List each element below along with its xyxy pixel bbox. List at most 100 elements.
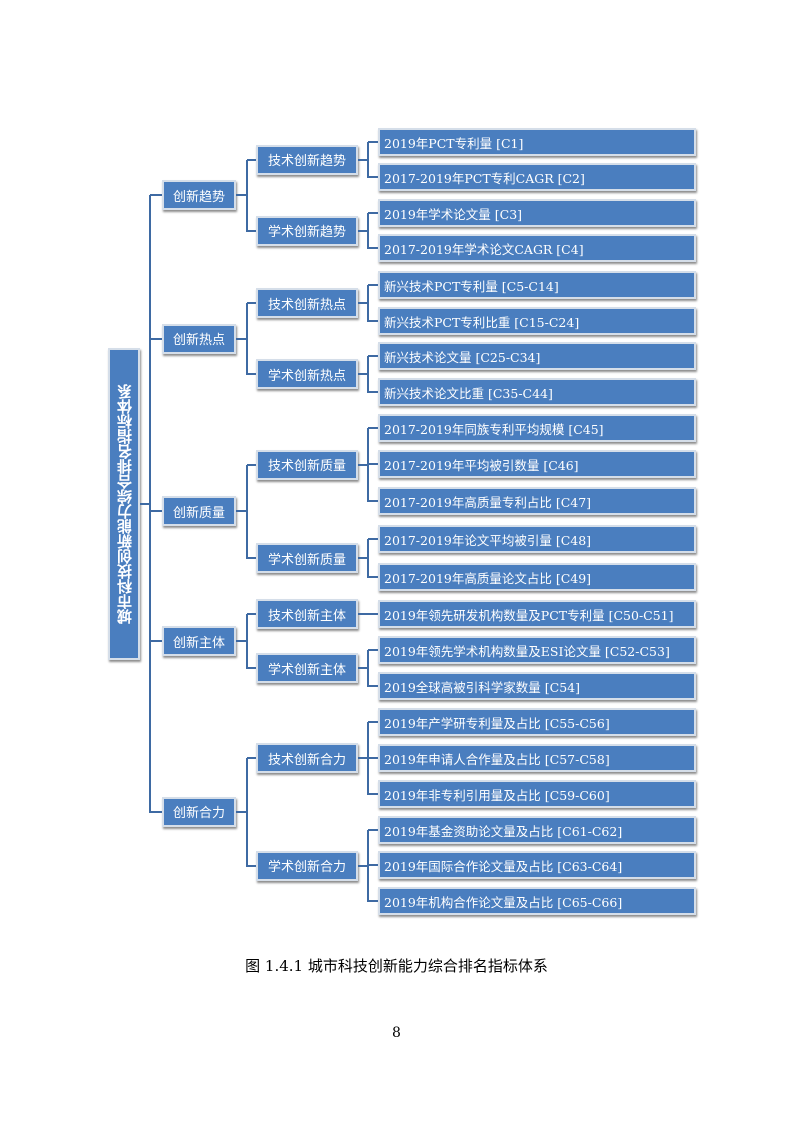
leaf-node: 新兴技术PCT专利量 [C5-C14] bbox=[378, 271, 696, 299]
subcategory-node: 学术创新热点 bbox=[256, 359, 358, 389]
connector-line bbox=[247, 557, 256, 559]
subcategory-node: 学术创新质量 bbox=[256, 543, 358, 573]
connector-line bbox=[236, 810, 247, 813]
leaf-node: 2017-2019年高质量论文占比 [C49] bbox=[378, 563, 696, 591]
connector-line bbox=[368, 900, 378, 902]
category-node: 创新合力 bbox=[162, 796, 236, 827]
connector-line bbox=[358, 557, 368, 559]
connector-line bbox=[150, 640, 162, 642]
connector-line bbox=[150, 194, 162, 196]
connector-line bbox=[247, 667, 256, 669]
leaf-node: 2019年基金资助论文量及占比 [C61-C62] bbox=[378, 816, 696, 844]
connector-line bbox=[368, 320, 378, 322]
connector-line bbox=[247, 864, 256, 867]
connector-line bbox=[367, 213, 369, 249]
connector-line bbox=[368, 685, 378, 687]
subcategory-node: 技术创新主体 bbox=[256, 599, 358, 629]
connector-line bbox=[247, 158, 256, 161]
connector-line bbox=[368, 757, 378, 759]
leaf-node: 2017-2019年学术论文CAGR [C4] bbox=[378, 234, 696, 262]
connector-line bbox=[358, 613, 368, 615]
connector-line bbox=[368, 247, 378, 249]
subcategory-node: 学术创新合力 bbox=[256, 850, 358, 881]
connector-line bbox=[368, 721, 378, 723]
connector-line bbox=[368, 391, 378, 393]
connector-line bbox=[358, 158, 368, 161]
connector-line bbox=[246, 614, 248, 669]
connector-line bbox=[247, 613, 256, 615]
connector-line bbox=[358, 302, 368, 304]
connector-line bbox=[368, 212, 378, 214]
connector-line bbox=[246, 159, 248, 232]
leaf-node: 2019年国际合作论文量及占比 [C63-C64] bbox=[378, 851, 696, 879]
leaf-node: 2019年PCT专利量 [C1] bbox=[378, 128, 696, 156]
leaf-node: 新兴技术PCT专利比重 [C15-C24] bbox=[378, 307, 696, 335]
connector-line bbox=[367, 830, 369, 902]
leaf-node: 2017-2019年高质量专利占比 [C47] bbox=[378, 487, 696, 515]
connector-line bbox=[368, 176, 378, 178]
leaf-node: 2019年机构合作论文量及占比 [C65-C66] bbox=[378, 887, 696, 915]
connector-line bbox=[368, 500, 378, 502]
connector-line bbox=[358, 667, 368, 669]
root-node: 城市科技创新能力综合排名指标体系 bbox=[108, 348, 140, 660]
connector-line bbox=[150, 510, 162, 513]
subcategory-node: 技术创新质量 bbox=[256, 449, 358, 480]
root-label: 城市科技创新能力综合排名指标体系 bbox=[115, 384, 134, 624]
connector-line bbox=[367, 285, 369, 322]
connector-line bbox=[236, 194, 247, 196]
connector-line bbox=[140, 503, 150, 505]
category-node: 创新趋势 bbox=[162, 180, 236, 210]
connector-line bbox=[236, 640, 247, 642]
category-node: 创新质量 bbox=[162, 496, 236, 527]
subcategory-node: 技术创新合力 bbox=[256, 743, 358, 773]
subcategory-node: 技术创新趋势 bbox=[256, 144, 358, 175]
connector-line bbox=[358, 757, 368, 759]
connector-line bbox=[368, 864, 378, 866]
connector-line bbox=[247, 463, 256, 466]
connector-line bbox=[368, 427, 378, 429]
connector-line bbox=[367, 539, 369, 578]
connector-line bbox=[368, 538, 378, 540]
connector-line bbox=[368, 576, 378, 578]
leaf-node: 2019年申请人合作量及占比 [C57-C58] bbox=[378, 744, 696, 772]
connector-line bbox=[358, 864, 368, 867]
leaf-node: 2019年领先研发机构数量及PCT专利量 [C50-C51] bbox=[378, 600, 696, 628]
connector-line bbox=[368, 829, 378, 831]
leaf-node: 2017-2019年同族专利平均规模 [C45] bbox=[378, 414, 696, 442]
connector-line bbox=[150, 810, 162, 813]
connector-line bbox=[367, 650, 369, 687]
subcategory-node: 技术创新热点 bbox=[256, 288, 358, 318]
leaf-node: 2017-2019年PCT专利CAGR [C2] bbox=[378, 163, 696, 191]
category-node: 创新热点 bbox=[162, 323, 236, 354]
page-number: 8 bbox=[392, 1025, 401, 1041]
connector-line bbox=[368, 141, 378, 143]
connector-line bbox=[149, 195, 151, 813]
subcategory-node: 学术创新主体 bbox=[256, 653, 358, 683]
connector-line bbox=[247, 302, 256, 304]
connector-line bbox=[368, 284, 378, 286]
connector-line bbox=[368, 463, 378, 465]
connector-line bbox=[367, 428, 369, 502]
connector-line bbox=[368, 613, 378, 615]
connector-line bbox=[150, 337, 162, 340]
connector-line bbox=[246, 758, 248, 867]
connector-line bbox=[236, 510, 247, 513]
leaf-node: 2019年产学研专利量及占比 [C55-C56] bbox=[378, 708, 696, 736]
subcategory-node: 学术创新趋势 bbox=[256, 215, 358, 246]
leaf-node: 2019年学术论文量 [C3] bbox=[378, 199, 696, 227]
connector-line bbox=[247, 229, 256, 232]
leaf-node: 2017-2019年论文平均被引量 [C48] bbox=[378, 525, 696, 553]
connector-line bbox=[368, 649, 378, 651]
connector-line bbox=[367, 356, 369, 393]
category-node: 创新主体 bbox=[162, 626, 236, 656]
leaf-node: 新兴技术论文量 [C25-C34] bbox=[378, 342, 696, 370]
connector-line bbox=[368, 793, 378, 795]
connector-line bbox=[358, 463, 368, 466]
connector-line bbox=[246, 464, 248, 559]
connector-line bbox=[247, 373, 256, 375]
connector-line bbox=[358, 229, 368, 232]
figure-caption: 图 1.4.1 城市科技创新能力综合排名指标体系 bbox=[245, 957, 548, 975]
connector-line bbox=[236, 337, 247, 340]
leaf-node: 2019全球高被引科学家数量 [C54] bbox=[378, 672, 696, 700]
leaf-node: 2019年领先学术机构数量及ESI论文量 [C52-C53] bbox=[378, 636, 696, 664]
